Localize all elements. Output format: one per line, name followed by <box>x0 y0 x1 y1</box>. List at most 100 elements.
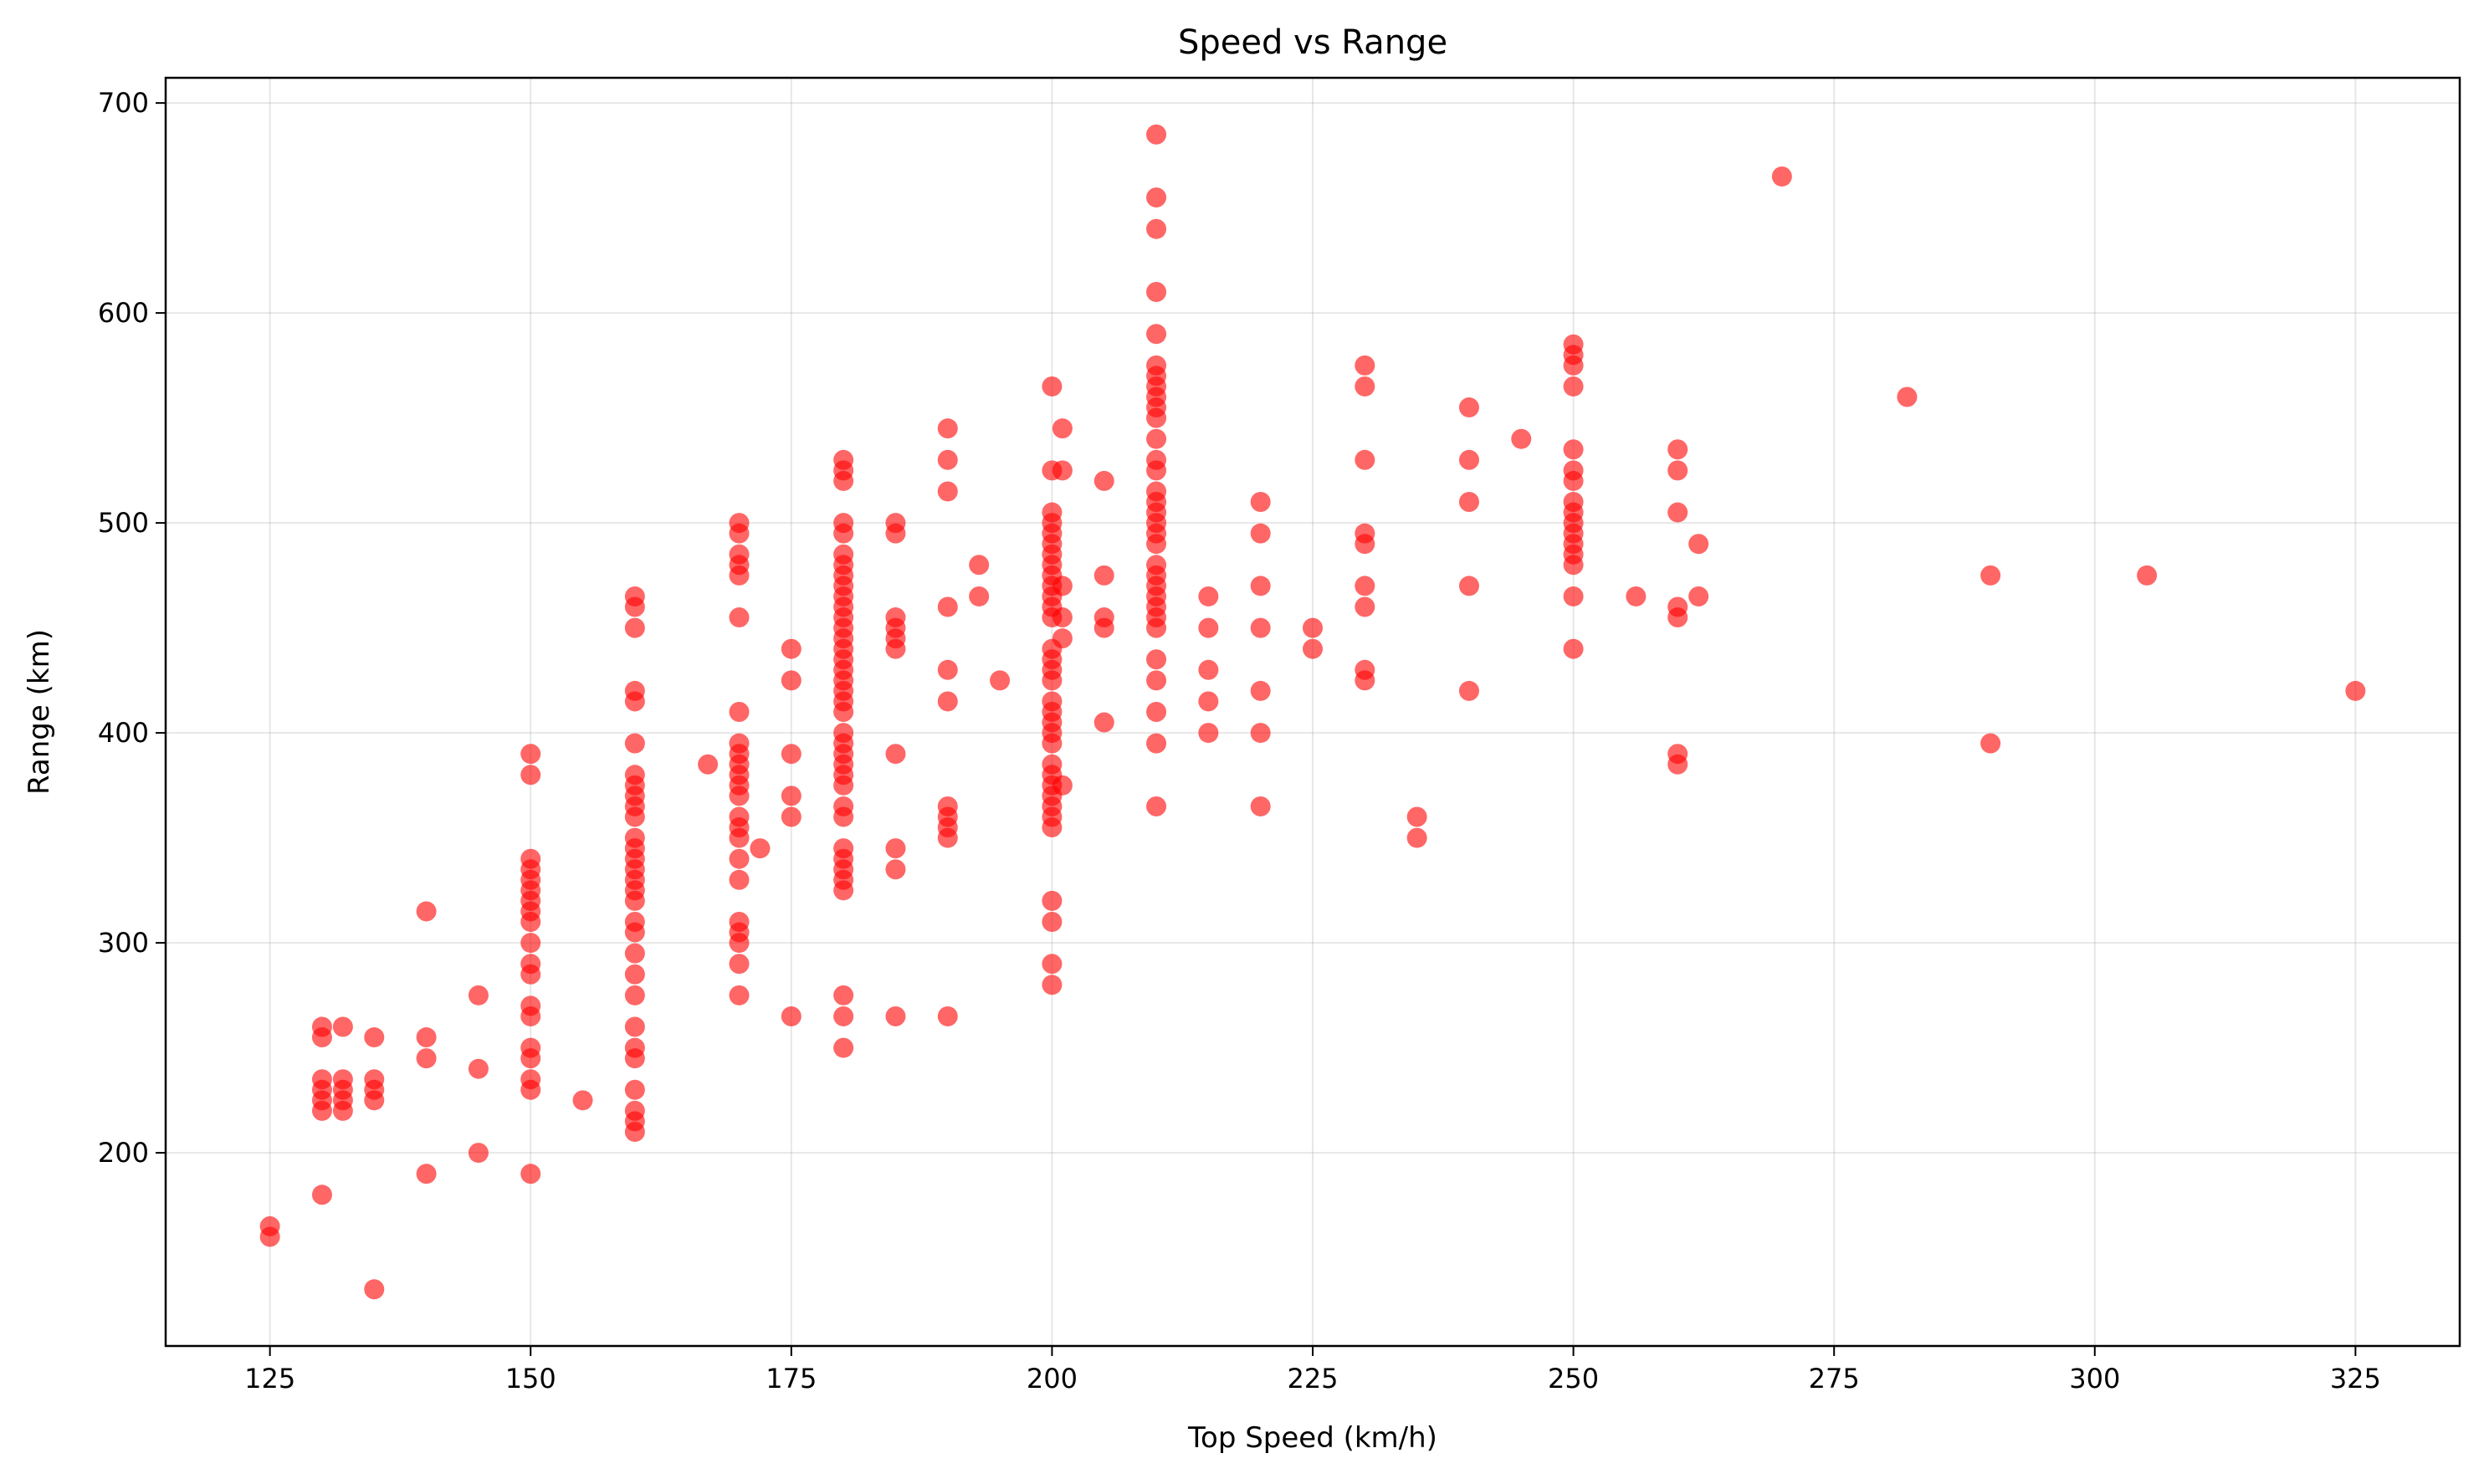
data-point <box>1458 492 1479 513</box>
data-point <box>1042 911 1063 932</box>
x-tick-label: 225 <box>1287 1363 1338 1394</box>
data-point <box>1250 492 1271 513</box>
data-point <box>1146 460 1167 481</box>
data-point <box>1198 723 1219 744</box>
data-point <box>1052 460 1073 481</box>
data-point <box>729 869 750 890</box>
data-point <box>1093 470 1114 491</box>
data-point <box>364 1027 385 1048</box>
data-point <box>729 985 750 1006</box>
data-point <box>1042 954 1063 975</box>
data-point <box>781 785 802 806</box>
data-point <box>937 449 958 470</box>
data-point <box>729 565 750 586</box>
data-point <box>750 838 771 859</box>
points-layer <box>259 124 2366 1300</box>
data-point <box>729 848 750 869</box>
data-point <box>1511 428 1532 449</box>
data-point <box>1093 617 1114 638</box>
data-point <box>1563 355 1584 376</box>
data-point <box>624 691 645 712</box>
data-point <box>624 1121 645 1142</box>
data-point <box>1146 124 1167 145</box>
data-point <box>1458 449 1479 470</box>
data-point <box>1250 723 1271 744</box>
data-point <box>833 806 854 827</box>
x-tick-label: 250 <box>1548 1363 1599 1394</box>
data-point <box>1458 680 1479 701</box>
data-point <box>1146 617 1167 638</box>
data-point <box>833 880 854 901</box>
data-point <box>624 922 645 943</box>
data-point <box>833 702 854 722</box>
y-tick-label: 400 <box>98 717 149 749</box>
data-point <box>1355 670 1375 691</box>
data-point <box>1406 827 1427 848</box>
data-point <box>520 964 541 985</box>
data-point <box>1146 187 1167 208</box>
data-point <box>1303 638 1323 659</box>
data-point <box>520 765 541 785</box>
data-point <box>2345 680 2366 701</box>
data-point <box>332 1016 353 1037</box>
y-axis-label: Range (km) <box>23 629 56 795</box>
data-point <box>311 1027 332 1048</box>
data-point <box>1052 576 1073 596</box>
data-point <box>729 607 750 628</box>
data-point <box>1198 586 1219 606</box>
x-tick-label: 125 <box>244 1363 295 1394</box>
x-tick-label: 150 <box>505 1363 556 1394</box>
data-point <box>1042 817 1063 838</box>
data-point <box>1303 617 1323 638</box>
data-point <box>624 596 645 617</box>
data-point <box>937 1006 958 1026</box>
ticks-layer: 125 150 175 200 225 250 275 300 325 200 300 400 500 6… <box>98 87 2381 1394</box>
data-point <box>624 617 645 638</box>
data-point <box>1563 376 1584 397</box>
data-point <box>781 1006 802 1026</box>
data-point <box>1458 397 1479 418</box>
data-point <box>1250 680 1271 701</box>
data-point <box>833 1037 854 1058</box>
data-point <box>332 1100 353 1121</box>
grid-layer <box>166 78 2460 1346</box>
data-point <box>468 1143 489 1164</box>
data-point <box>1146 407 1167 428</box>
data-point <box>729 523 750 544</box>
data-point <box>1052 628 1073 649</box>
data-point <box>1563 586 1584 606</box>
y-tick-label: 500 <box>98 507 149 539</box>
data-point <box>1667 607 1688 628</box>
data-point <box>468 985 489 1006</box>
data-point <box>937 827 958 848</box>
data-point <box>885 638 906 659</box>
data-point <box>1250 523 1271 544</box>
data-point <box>1052 607 1073 628</box>
data-point <box>833 523 854 544</box>
data-point <box>364 1090 385 1111</box>
data-point <box>1406 806 1427 827</box>
data-point <box>833 985 854 1006</box>
data-point <box>520 911 541 932</box>
data-point <box>1626 586 1647 606</box>
data-point <box>624 943 645 964</box>
data-point <box>1146 282 1167 303</box>
data-point <box>937 418 958 439</box>
data-point <box>1563 470 1584 491</box>
data-point <box>1355 355 1375 376</box>
x-tick-label: 200 <box>1027 1363 1078 1394</box>
data-point <box>416 1048 437 1069</box>
data-point <box>969 555 990 576</box>
data-point <box>2137 565 2158 586</box>
data-point <box>624 964 645 985</box>
y-tick-label: 200 <box>98 1137 149 1169</box>
x-tick-label: 325 <box>2330 1363 2381 1394</box>
data-point <box>416 901 437 922</box>
data-point <box>1052 418 1073 439</box>
data-point <box>885 744 906 765</box>
data-point <box>729 785 750 806</box>
data-point <box>1146 534 1167 555</box>
data-point <box>1688 586 1709 606</box>
data-point <box>1563 439 1584 460</box>
